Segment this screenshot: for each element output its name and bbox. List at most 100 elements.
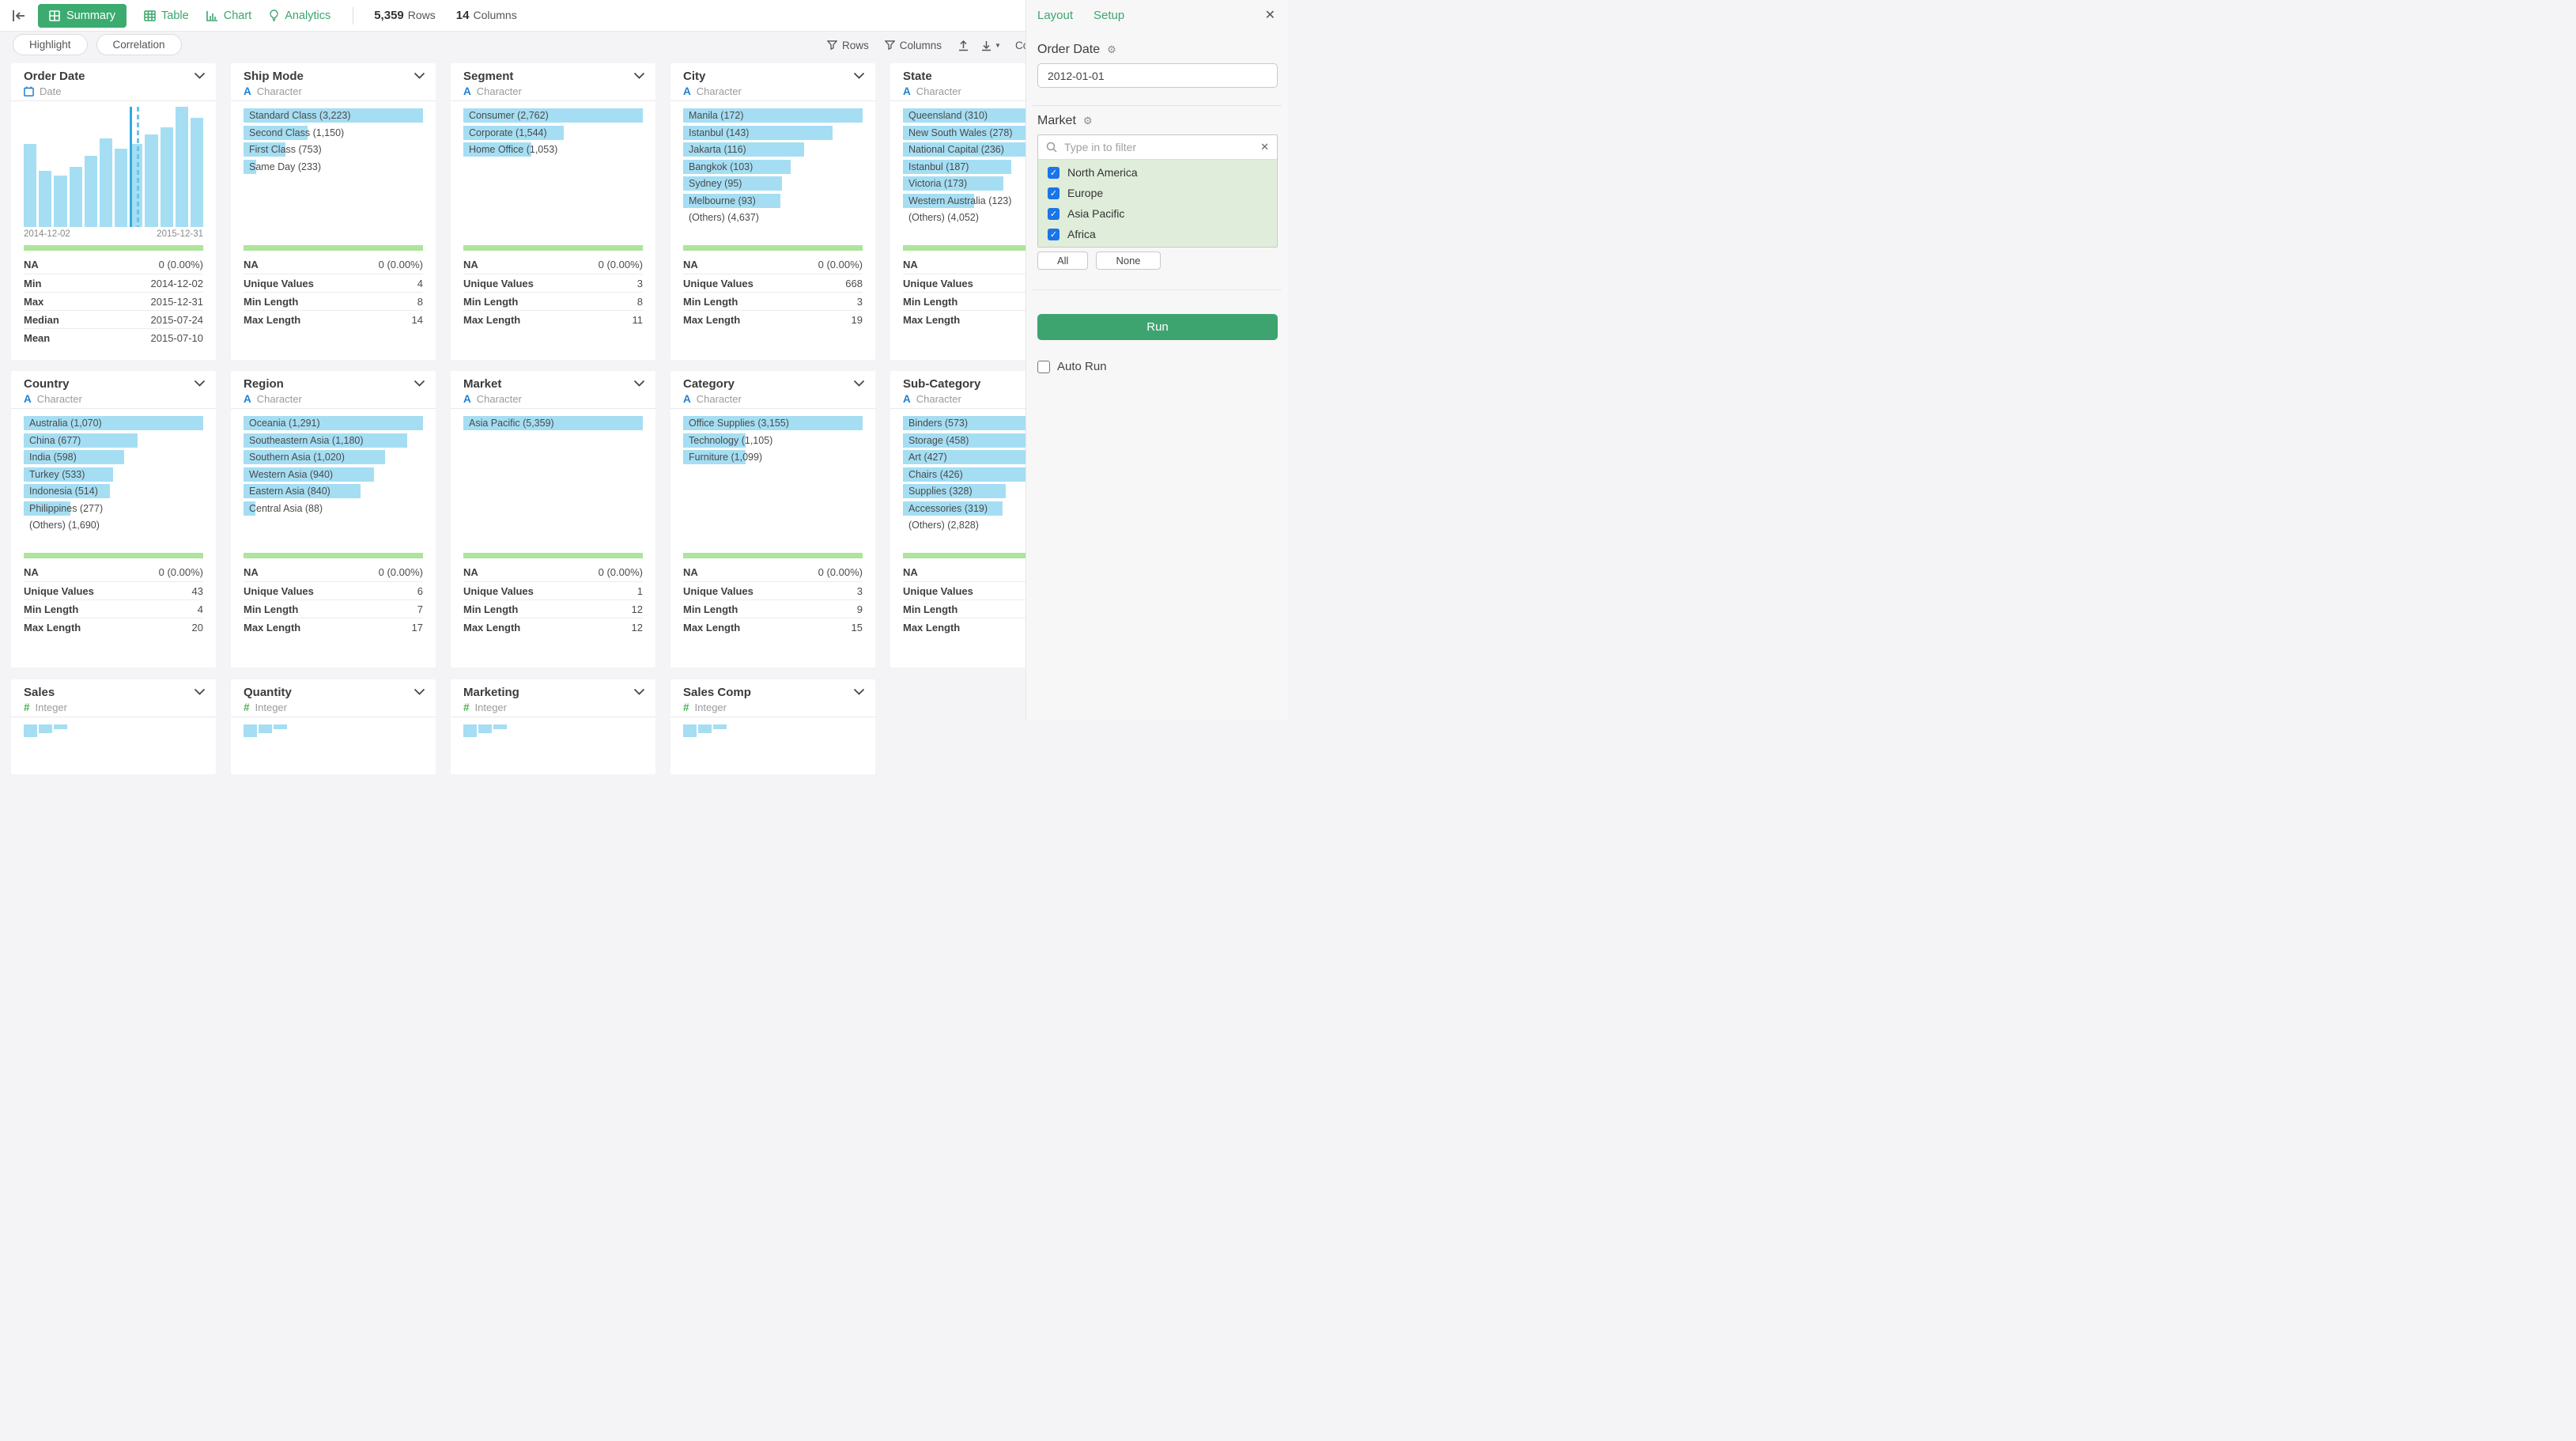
category-bar[interactable]: Jakarta (116) bbox=[683, 142, 863, 157]
category-bar[interactable]: Standard Class (3,223) bbox=[244, 108, 423, 123]
stat-label: NA bbox=[244, 566, 259, 578]
category-bar[interactable]: Art (427) bbox=[903, 450, 1082, 464]
category-bar[interactable]: Oceania (1,291) bbox=[244, 416, 423, 430]
tab-analytics[interactable]: Analytics bbox=[269, 9, 330, 22]
category-bar[interactable]: First Class (753) bbox=[244, 142, 423, 157]
category-bar[interactable]: Supplies (328) bbox=[903, 484, 1082, 498]
checkbox-checked-icon[interactable]: ✓ bbox=[1048, 166, 1059, 179]
filter-rows-button[interactable]: Rows bbox=[827, 40, 869, 51]
panel-tab-setup[interactable]: Setup bbox=[1093, 9, 1125, 22]
category-bar[interactable]: (Others) (4,052) bbox=[903, 210, 1082, 225]
stat-value: 668 bbox=[845, 277, 863, 289]
auto-run-checkbox[interactable] bbox=[1037, 360, 1050, 373]
tab-summary[interactable]: Summary bbox=[38, 3, 127, 28]
stat-label: Min Length bbox=[24, 603, 79, 615]
category-bar[interactable]: Asia Pacific (5,359) bbox=[463, 416, 643, 430]
order-date-input[interactable] bbox=[1037, 63, 1278, 88]
filter-columns-button[interactable]: Columns bbox=[884, 40, 942, 51]
category-bar[interactable]: Western Asia (940) bbox=[244, 467, 423, 482]
category-bar[interactable]: (Others) (1,690) bbox=[24, 518, 203, 532]
card-title: Category bbox=[683, 377, 735, 391]
histogram-bar bbox=[54, 175, 67, 227]
chevron-down-icon[interactable] bbox=[853, 72, 865, 79]
correlation-button[interactable]: Correlation bbox=[96, 34, 182, 55]
category-bar[interactable]: (Others) (4,637) bbox=[683, 210, 863, 225]
chevron-down-icon[interactable] bbox=[194, 380, 206, 387]
category-bar[interactable]: Istanbul (143) bbox=[683, 125, 863, 140]
collapse-sidebar-icon[interactable] bbox=[10, 7, 28, 25]
chevron-down-icon[interactable] bbox=[414, 72, 425, 79]
category-bar[interactable]: Turkey (533) bbox=[24, 467, 203, 482]
bar-fill bbox=[903, 467, 1037, 482]
category-bar[interactable]: Home Office (1,053) bbox=[463, 142, 643, 157]
stat-label: Unique Values bbox=[903, 584, 973, 597]
category-bar[interactable]: China (677) bbox=[24, 433, 203, 448]
select-none-button[interactable]: None bbox=[1096, 252, 1161, 270]
run-button[interactable]: Run bbox=[1037, 314, 1278, 340]
checkbox-checked-icon[interactable]: ✓ bbox=[1048, 228, 1059, 240]
category-bars: Oceania (1,291) Southeastern Asia (1,180)… bbox=[244, 416, 423, 518]
filter-search-input[interactable] bbox=[1064, 141, 1254, 153]
category-bar[interactable]: Indonesia (514) bbox=[24, 484, 203, 498]
gear-icon[interactable]: ⚙ bbox=[1107, 43, 1116, 55]
tab-table[interactable]: Table bbox=[144, 9, 189, 22]
category-bar[interactable]: Western Australia (123) bbox=[903, 193, 1082, 208]
category-bar[interactable]: Bangkok (103) bbox=[683, 159, 863, 174]
chevron-down-icon[interactable] bbox=[414, 688, 425, 695]
panel-tab-layout[interactable]: Layout bbox=[1037, 9, 1074, 22]
category-bar[interactable]: Same Day (233) bbox=[244, 159, 423, 174]
market-option-north-america[interactable]: ✓ North America bbox=[1038, 162, 1277, 183]
category-bar[interactable]: India (598) bbox=[24, 450, 203, 464]
market-option-europe[interactable]: ✓ Europe bbox=[1038, 183, 1277, 203]
stat-row: Min Length 4 bbox=[24, 599, 203, 618]
category-bar[interactable]: Consumer (2,762) bbox=[463, 108, 643, 123]
gear-icon[interactable]: ⚙ bbox=[1082, 115, 1093, 127]
chevron-down-icon[interactable] bbox=[194, 72, 206, 79]
select-all-button[interactable]: All bbox=[1037, 252, 1089, 270]
category-bar[interactable]: Southern Asia (1,020) bbox=[244, 450, 423, 464]
chevron-down-icon[interactable] bbox=[633, 72, 645, 79]
close-icon[interactable]: ✕ bbox=[1264, 9, 1275, 22]
category-bar[interactable]: Furniture (1,099) bbox=[683, 450, 863, 464]
chevron-down-icon[interactable] bbox=[853, 380, 865, 387]
column-type-label: Character bbox=[256, 85, 302, 97]
chevron-down-icon[interactable] bbox=[414, 380, 425, 387]
chevron-down-icon[interactable] bbox=[633, 380, 645, 387]
export-button[interactable]: ▼ bbox=[980, 40, 1001, 51]
highlight-button[interactable]: Highlight bbox=[13, 34, 88, 55]
date-histogram[interactable] bbox=[24, 107, 204, 227]
market-option-asia-pacific[interactable]: ✓ Asia Pacific bbox=[1038, 203, 1277, 224]
category-bar[interactable]: Eastern Asia (840) bbox=[244, 484, 423, 498]
category-bar[interactable]: Second Class (1,150) bbox=[244, 125, 423, 140]
stat-label: NA bbox=[244, 259, 259, 270]
market-option-africa[interactable]: ✓ Africa bbox=[1038, 224, 1277, 244]
category-bar[interactable]: Central Asia (88) bbox=[244, 501, 423, 516]
chevron-down-icon[interactable] bbox=[633, 688, 645, 695]
import-icon[interactable] bbox=[958, 40, 969, 51]
category-bar[interactable]: Storage (458) bbox=[903, 433, 1082, 448]
chevron-down-icon[interactable] bbox=[194, 688, 206, 695]
category-bar[interactable]: Chairs (426) bbox=[903, 467, 1082, 482]
category-bar[interactable]: Office Supplies (3,155) bbox=[683, 416, 863, 430]
category-bar[interactable]: Manila (172) bbox=[683, 108, 863, 123]
checkbox-checked-icon[interactable]: ✓ bbox=[1048, 207, 1059, 220]
category-bar[interactable]: Philippines (277) bbox=[24, 501, 203, 516]
tab-chart[interactable]: Chart bbox=[206, 9, 251, 22]
category-bar[interactable]: New South Wales (278) bbox=[903, 125, 1082, 140]
category-bar[interactable]: Istanbul (187) bbox=[903, 159, 1082, 174]
category-bar[interactable]: Victoria (173) bbox=[903, 176, 1082, 191]
chevron-down-icon[interactable] bbox=[853, 688, 865, 695]
column-type: # Integer bbox=[24, 702, 67, 713]
category-bar[interactable]: Corporate (1,544) bbox=[463, 125, 643, 140]
category-bar[interactable]: (Others) (2,828) bbox=[903, 518, 1082, 532]
checkbox-checked-icon[interactable]: ✓ bbox=[1048, 187, 1059, 199]
category-bar[interactable]: Melbourne (93) bbox=[683, 193, 863, 208]
category-bar[interactable]: Australia (1,070) bbox=[24, 416, 203, 430]
clear-filter-icon[interactable]: ✕ bbox=[1260, 141, 1269, 153]
category-bar[interactable]: Southeastern Asia (1,180) bbox=[244, 433, 423, 448]
category-bar[interactable]: National Capital (236) bbox=[903, 142, 1082, 157]
bar-fill bbox=[683, 433, 746, 448]
category-bar[interactable]: Sydney (95) bbox=[683, 176, 863, 191]
category-bar[interactable]: Accessories (319) bbox=[903, 501, 1082, 516]
category-bar[interactable]: Technology (1,105) bbox=[683, 433, 863, 448]
